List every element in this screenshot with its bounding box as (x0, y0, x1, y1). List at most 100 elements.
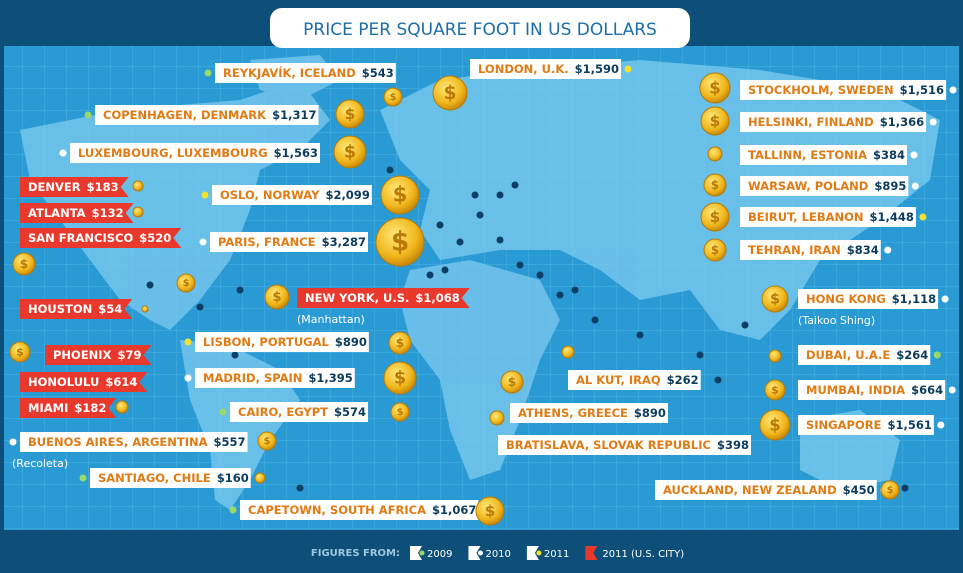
city-label: SINGAPORE $1,561 (806, 418, 932, 432)
coin (254, 472, 266, 484)
city-label: HELSINKI, FINLAND $1,366 (748, 115, 924, 129)
city-price: $1,561 (887, 418, 931, 432)
city-name: PHOENIX (53, 348, 112, 362)
city-flag (20, 177, 129, 197)
coin (257, 431, 277, 451)
city-name: MADRID, SPAIN (203, 371, 302, 385)
city-price: $1,590 (575, 62, 619, 76)
city: LUXEMBOURG, LUXEMBOURG $1,563 $ (59, 135, 367, 169)
title-box (270, 8, 690, 48)
city: ATHENS, GREECE $890 $ (500, 370, 668, 423)
coin (132, 206, 144, 218)
city-name: DUBAI, U.A.E (806, 348, 890, 362)
location-dot (516, 261, 524, 269)
city-box (798, 289, 939, 309)
city-label: BRATISLAVA, SLOVAK REPUBLIC $398 (506, 438, 749, 452)
city-price: $2,099 (325, 188, 369, 202)
city-price: $664 (911, 383, 943, 397)
legend-label: FIGURES FROM: (311, 548, 400, 559)
coin (489, 410, 505, 426)
legend-label: 2011 (544, 549, 569, 560)
coin (700, 202, 730, 232)
city-label: SANTIAGO, CHILE $160 (98, 471, 249, 485)
city-price: $1,068 (415, 291, 459, 305)
coin-sign: $ (391, 226, 409, 257)
city: STOCKHOLM, SWEDEN $1,516 $ (699, 72, 957, 104)
city-box (740, 112, 927, 132)
city-price: $1,563 (274, 146, 318, 160)
title: PRICE PER SQUARE FOOT IN US DOLLARS (303, 20, 657, 40)
city-box (740, 176, 909, 196)
city: LISBON, PORTUGAL $890 $ (184, 331, 412, 355)
city-box (215, 63, 396, 83)
city-box (740, 145, 907, 165)
coin (388, 331, 412, 355)
city-price: $262 (667, 373, 699, 387)
city-label: BUENOS AIRES, ARGENTINA $557 (28, 435, 246, 449)
city-name: SINGAPORE (806, 418, 882, 432)
city-price: $574 (334, 405, 366, 419)
city: PARIS, FRANCE $3,287 $ (199, 217, 425, 267)
city-label: REYKJAVÍK, ICELAND $543 (223, 65, 394, 80)
city-price: $614 (105, 375, 137, 389)
city-label: DUBAI, U.A.E $264 (806, 348, 928, 362)
city-price: $890 (634, 406, 666, 420)
city-label: NEW YORK, U.S. $1,068 (305, 291, 460, 305)
city: TEHRAN, IRAN $834 $ (703, 238, 892, 262)
year-dot (919, 213, 927, 221)
coin (761, 285, 789, 313)
coin-sign: $ (485, 502, 496, 520)
city-label: SAN FRANCISCO $520 (28, 231, 171, 245)
city: PHOENIX $79 $ (9, 341, 152, 365)
city-flag (20, 203, 134, 223)
coin-sign: $ (16, 346, 24, 359)
location-dot (901, 484, 909, 492)
city-name: CAIRO, EGYPT (238, 405, 328, 419)
coin (707, 146, 723, 162)
city-box (90, 468, 251, 488)
year-dot (199, 238, 207, 246)
city-price: $1,067 (432, 503, 476, 517)
city-label: AL KUT, IRAQ $262 (576, 373, 699, 387)
city-price: $182 (74, 401, 106, 415)
year-dot (9, 438, 17, 446)
coin (699, 72, 731, 104)
city-name: HONOLULU (28, 375, 99, 389)
legend-label: 2009 (427, 549, 452, 560)
city-box (798, 415, 934, 435)
city: AL KUT, IRAQ $262 (561, 345, 701, 390)
city: LONDON, U.K. $1,590 $ (432, 59, 632, 111)
year-dot (184, 338, 192, 346)
location-dot (511, 181, 519, 189)
city-flag (45, 345, 152, 365)
coin-sign: $ (20, 257, 28, 271)
city-flag (20, 299, 133, 319)
location-dot (436, 221, 444, 229)
year-dot (929, 118, 937, 126)
city: ATLANTA $132 (20, 203, 144, 223)
city-label: DENVER $183 (28, 180, 119, 194)
coin-sign: $ (443, 83, 456, 104)
city-price: $264 (896, 348, 928, 362)
city-price: $557 (214, 435, 246, 449)
city-box (212, 185, 372, 205)
city-label: LUXEMBOURG, LUXEMBOURG $1,563 (78, 146, 318, 160)
legend-flag (526, 546, 539, 560)
location-dot (426, 271, 434, 279)
city: MADRID, SPAIN $1,395 $ (184, 361, 417, 395)
coin (380, 175, 420, 215)
coin-sign: $ (887, 485, 894, 496)
location-dot (496, 191, 504, 199)
location-dot (476, 211, 484, 219)
city-label: STOCKHOLM, SWEDEN $1,516 (748, 83, 944, 97)
city-name: LONDON, U.K. (478, 62, 569, 76)
year-dot (79, 474, 87, 482)
city-box (195, 368, 355, 388)
city-name: MUMBAI, INDIA (806, 383, 905, 397)
coin (115, 400, 129, 414)
coin (12, 252, 36, 276)
city-price: $1,317 (272, 108, 316, 122)
city-label: BEIRUT, LEBANON $1,448 (748, 210, 914, 224)
city-box (470, 59, 622, 79)
city-name: LISBON, PORTUGAL (203, 335, 329, 349)
